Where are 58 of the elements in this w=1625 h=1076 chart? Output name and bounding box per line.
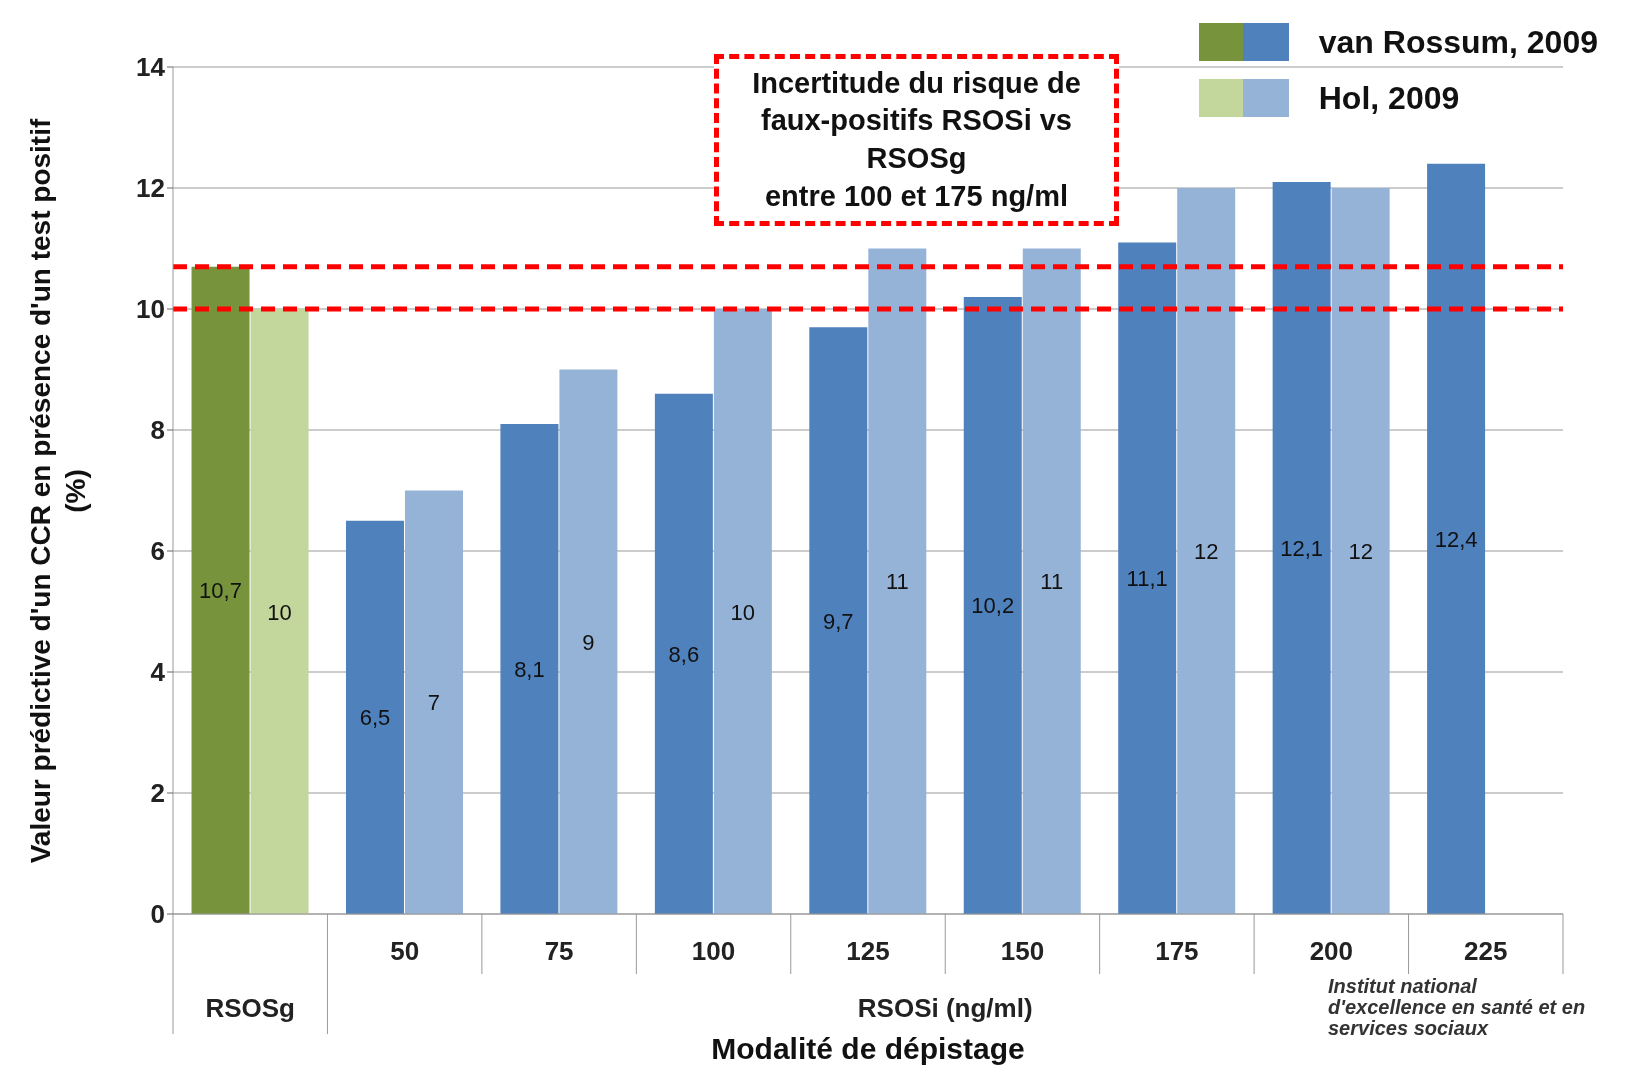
y-tick-label: 4 bbox=[150, 657, 166, 688]
bar bbox=[713, 309, 772, 914]
bar bbox=[191, 266, 250, 914]
y-tick-label: 8 bbox=[150, 415, 165, 446]
bar bbox=[1177, 188, 1236, 914]
bar bbox=[809, 327, 868, 914]
y-tick-label: 10 bbox=[136, 294, 165, 325]
bar bbox=[345, 520, 404, 914]
text: RSOSg bbox=[204, 993, 296, 1024]
text: RSOSi (ng/ml) bbox=[857, 993, 1033, 1023]
text: Institut national d'excellence en santé et en services sociaux bbox=[1328, 975, 1587, 1039]
y-tick-label: 0 bbox=[150, 899, 165, 930]
data-label: 10,7 bbox=[199, 578, 242, 604]
bar bbox=[404, 490, 463, 914]
x-tick-label: 50 bbox=[390, 936, 420, 966]
y-axis-title: Valeur prédictive d'un CCR en présence d'un test positif (%) bbox=[24, 117, 92, 865]
bar bbox=[1118, 242, 1177, 914]
data-label: 12,1 bbox=[1280, 535, 1324, 561]
data-label: 12,4 bbox=[1434, 526, 1478, 552]
y-tick-label: 2 bbox=[150, 778, 165, 809]
x-tick-label: 225 bbox=[1464, 936, 1508, 966]
data-label: 10 bbox=[730, 599, 756, 625]
y-tick-label: 6 bbox=[150, 536, 165, 567]
data-label: 11,1 bbox=[1126, 566, 1168, 592]
data-label: 8,1 bbox=[514, 656, 545, 682]
data-label: 10 bbox=[267, 599, 292, 625]
data-label: 7 bbox=[427, 690, 441, 716]
bar bbox=[1331, 188, 1390, 914]
data-label: 12 bbox=[1193, 539, 1219, 564]
x-tick-label: 200 bbox=[1309, 936, 1354, 966]
legend-label: Hol, 2009 bbox=[1318, 79, 1460, 117]
bar bbox=[1427, 163, 1486, 914]
bar bbox=[1022, 248, 1081, 914]
y-tick-label: 14 bbox=[136, 52, 166, 83]
x-tick-label: 100 bbox=[691, 936, 736, 966]
y-tick-label: 12 bbox=[136, 173, 165, 204]
legend-label: van Rossum, 2009 bbox=[1318, 23, 1598, 61]
data-label: 11 bbox=[885, 569, 909, 595]
bar bbox=[963, 296, 1022, 914]
data-label: 10,2 bbox=[971, 593, 1015, 619]
data-label: 9 bbox=[582, 629, 595, 655]
data-label: 11 bbox=[1040, 569, 1064, 595]
x-tick-label: 150 bbox=[1000, 936, 1045, 966]
bar bbox=[500, 423, 559, 914]
x-tick-label: 175 bbox=[1155, 936, 1199, 966]
bar bbox=[1272, 181, 1331, 914]
data-label: 9,7 bbox=[823, 608, 854, 634]
data-label: 6,5 bbox=[359, 705, 391, 731]
bar bbox=[250, 309, 309, 914]
x-tick-label: 125 bbox=[846, 936, 890, 966]
data-label: 8,6 bbox=[668, 641, 700, 667]
data-label: 12 bbox=[1348, 539, 1373, 564]
bar bbox=[654, 393, 713, 914]
bar bbox=[559, 369, 618, 914]
x-tick-label: 75 bbox=[544, 936, 574, 966]
bar bbox=[868, 248, 927, 914]
dashed-frame: Incertitude du risque de faux-positifs RSOSi vs RSOSg entre 100 et 175 ng/ml bbox=[714, 54, 1119, 226]
x-axis-title: Modalité de dépistage bbox=[711, 1032, 1025, 1065]
